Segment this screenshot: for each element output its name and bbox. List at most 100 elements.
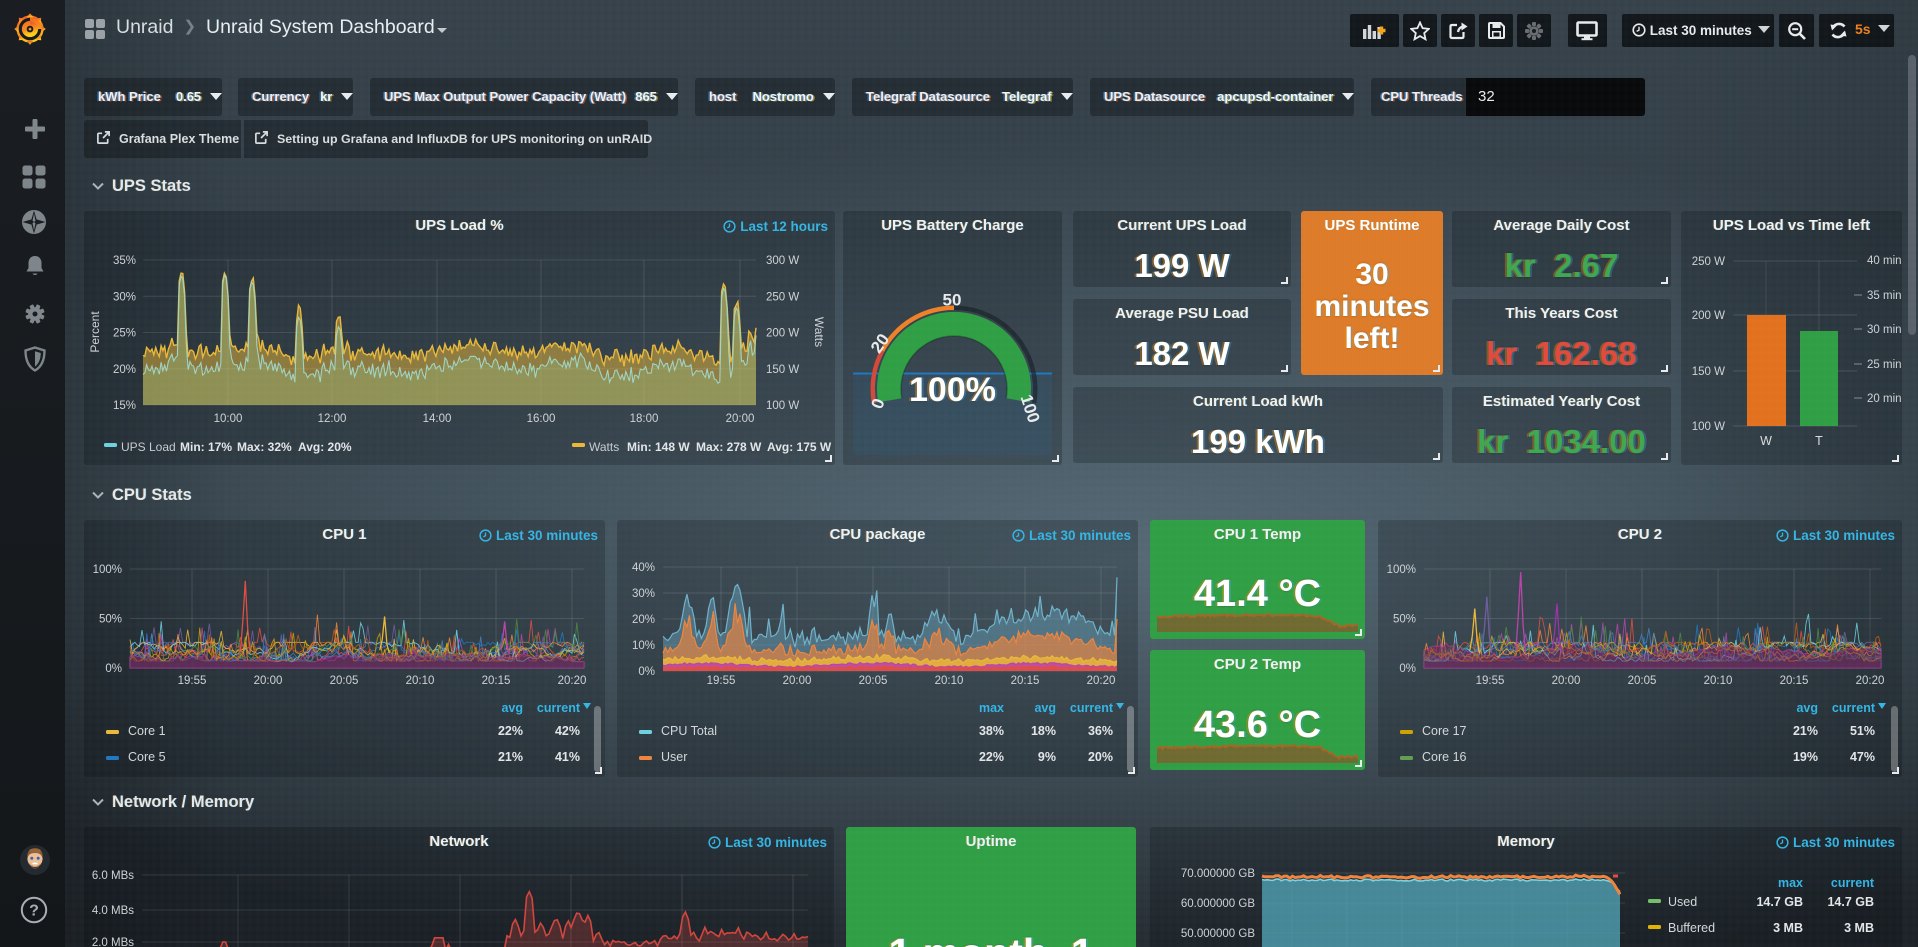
svg-text:14:00: 14:00 xyxy=(423,413,452,425)
svg-text:avg: avg xyxy=(1034,701,1056,715)
svg-text:30%: 30% xyxy=(113,291,136,303)
svg-text:50.000000 GB: 50.000000 GB xyxy=(1181,928,1256,940)
svg-text:18:00: 18:00 xyxy=(630,413,659,425)
svg-text:21%: 21% xyxy=(498,750,523,764)
svg-text:18%: 18% xyxy=(1031,724,1056,738)
svg-text:100 W: 100 W xyxy=(1692,421,1725,433)
svg-text:35 min: 35 min xyxy=(1867,290,1902,302)
svg-text:20:20: 20:20 xyxy=(1087,675,1116,687)
svg-text:38%: 38% xyxy=(979,724,1004,738)
svg-text:Avg: 20%: Avg: 20% xyxy=(298,440,352,454)
svg-text:Percent: Percent xyxy=(88,311,102,353)
svg-text:21%: 21% xyxy=(1793,724,1818,738)
svg-text:avg: avg xyxy=(1796,701,1818,715)
svg-text:25 min: 25 min xyxy=(1867,359,1902,371)
svg-text:max: max xyxy=(1778,876,1803,890)
svg-text:36%: 36% xyxy=(1088,724,1113,738)
svg-text:20 min: 20 min xyxy=(1867,393,1902,405)
svg-text:Min: 17%: Min: 17% xyxy=(180,440,232,454)
svg-text:0%: 0% xyxy=(1399,663,1416,675)
svg-text:0%: 0% xyxy=(638,666,655,678)
svg-text:22%: 22% xyxy=(979,750,1004,764)
svg-text:T: T xyxy=(1815,434,1823,448)
svg-text:Watts: Watts xyxy=(812,317,826,347)
svg-text:150 W: 150 W xyxy=(766,364,799,376)
svg-text:Buffered: Buffered xyxy=(1668,921,1715,935)
svg-text:15%: 15% xyxy=(113,400,136,412)
svg-text:Max: 32%: Max: 32% xyxy=(237,440,292,454)
svg-text:200 W: 200 W xyxy=(766,328,799,340)
svg-text:19:55: 19:55 xyxy=(178,675,207,687)
svg-text:avg: avg xyxy=(501,701,523,715)
svg-text:Core 1: Core 1 xyxy=(128,724,166,738)
svg-text:20:10: 20:10 xyxy=(1704,675,1733,687)
svg-text:42%: 42% xyxy=(555,724,580,738)
svg-text:9%: 9% xyxy=(1038,750,1056,764)
svg-text:W: W xyxy=(1760,434,1772,448)
svg-text:Core 16: Core 16 xyxy=(1422,750,1467,764)
svg-text:20:00: 20:00 xyxy=(726,413,755,425)
svg-text:4.0 MBs: 4.0 MBs xyxy=(92,905,134,917)
svg-text:Watts: Watts xyxy=(589,440,619,454)
svg-text:Core 17: Core 17 xyxy=(1422,724,1467,738)
svg-text:Avg: 175 W: Avg: 175 W xyxy=(767,440,832,454)
svg-text:14.7 GB: 14.7 GB xyxy=(1756,895,1803,909)
svg-text:19:55: 19:55 xyxy=(707,675,736,687)
svg-text:20:05: 20:05 xyxy=(330,675,359,687)
svg-text:40%: 40% xyxy=(632,562,655,574)
svg-text:User: User xyxy=(661,750,687,764)
svg-text:12:00: 12:00 xyxy=(318,413,347,425)
svg-text:20:20: 20:20 xyxy=(1856,675,1885,687)
svg-text:100 W: 100 W xyxy=(766,400,799,412)
svg-text:100%: 100% xyxy=(93,564,122,576)
svg-text:40 min: 40 min xyxy=(1867,255,1902,267)
svg-text:70.000000 GB: 70.000000 GB xyxy=(1181,868,1256,880)
svg-text:current: current xyxy=(1831,876,1875,890)
svg-text:20:15: 20:15 xyxy=(482,675,511,687)
svg-text:20:00: 20:00 xyxy=(783,675,812,687)
svg-text:50%: 50% xyxy=(99,614,122,626)
svg-text:35%: 35% xyxy=(113,255,136,267)
svg-text:47%: 47% xyxy=(1850,750,1875,764)
svg-text:20:20: 20:20 xyxy=(558,675,587,687)
svg-text:19%: 19% xyxy=(1793,750,1818,764)
svg-text:current: current xyxy=(1832,701,1876,715)
svg-text:250 W: 250 W xyxy=(766,291,799,303)
svg-text:6.0 MBs: 6.0 MBs xyxy=(92,870,134,882)
svg-text:41%: 41% xyxy=(555,750,580,764)
svg-text:20%: 20% xyxy=(1088,750,1113,764)
svg-text:current: current xyxy=(1070,701,1114,715)
svg-text:20:00: 20:00 xyxy=(1552,675,1581,687)
svg-text:20:15: 20:15 xyxy=(1011,675,1040,687)
svg-text:3 MB: 3 MB xyxy=(1773,921,1803,935)
svg-text:20:15: 20:15 xyxy=(1780,675,1809,687)
svg-text:300 W: 300 W xyxy=(766,255,799,267)
svg-text:CPU Total: CPU Total xyxy=(661,724,717,738)
svg-text:max: max xyxy=(979,701,1004,715)
svg-text:20%: 20% xyxy=(113,364,136,376)
svg-text:Used: Used xyxy=(1668,895,1697,909)
svg-text:20:05: 20:05 xyxy=(1628,675,1657,687)
svg-text:50: 50 xyxy=(943,290,962,309)
svg-text:14.7 GB: 14.7 GB xyxy=(1827,895,1874,909)
svg-text:10:00: 10:00 xyxy=(214,413,243,425)
svg-text:2.0 MBs: 2.0 MBs xyxy=(92,937,134,947)
svg-text:250 W: 250 W xyxy=(1692,256,1725,268)
svg-text:?: ? xyxy=(29,903,39,920)
svg-text:20:05: 20:05 xyxy=(859,675,888,687)
svg-text:20:00: 20:00 xyxy=(254,675,283,687)
svg-text:3 MB: 3 MB xyxy=(1844,921,1874,935)
svg-text:16:00: 16:00 xyxy=(527,413,556,425)
svg-text:20:10: 20:10 xyxy=(406,675,435,687)
svg-text:UPS Load: UPS Load xyxy=(121,440,176,454)
svg-text:Core 5: Core 5 xyxy=(128,750,166,764)
svg-text:60.000000 GB: 60.000000 GB xyxy=(1181,898,1256,910)
svg-text:30 min: 30 min xyxy=(1867,324,1902,336)
svg-text:51%: 51% xyxy=(1850,724,1875,738)
svg-text:30%: 30% xyxy=(632,588,655,600)
svg-text:25%: 25% xyxy=(113,328,136,340)
svg-text:100%: 100% xyxy=(1387,564,1416,576)
svg-text:Min: 148 W: Min: 148 W xyxy=(627,440,690,454)
svg-text:22%: 22% xyxy=(498,724,523,738)
svg-text:20:10: 20:10 xyxy=(935,675,964,687)
